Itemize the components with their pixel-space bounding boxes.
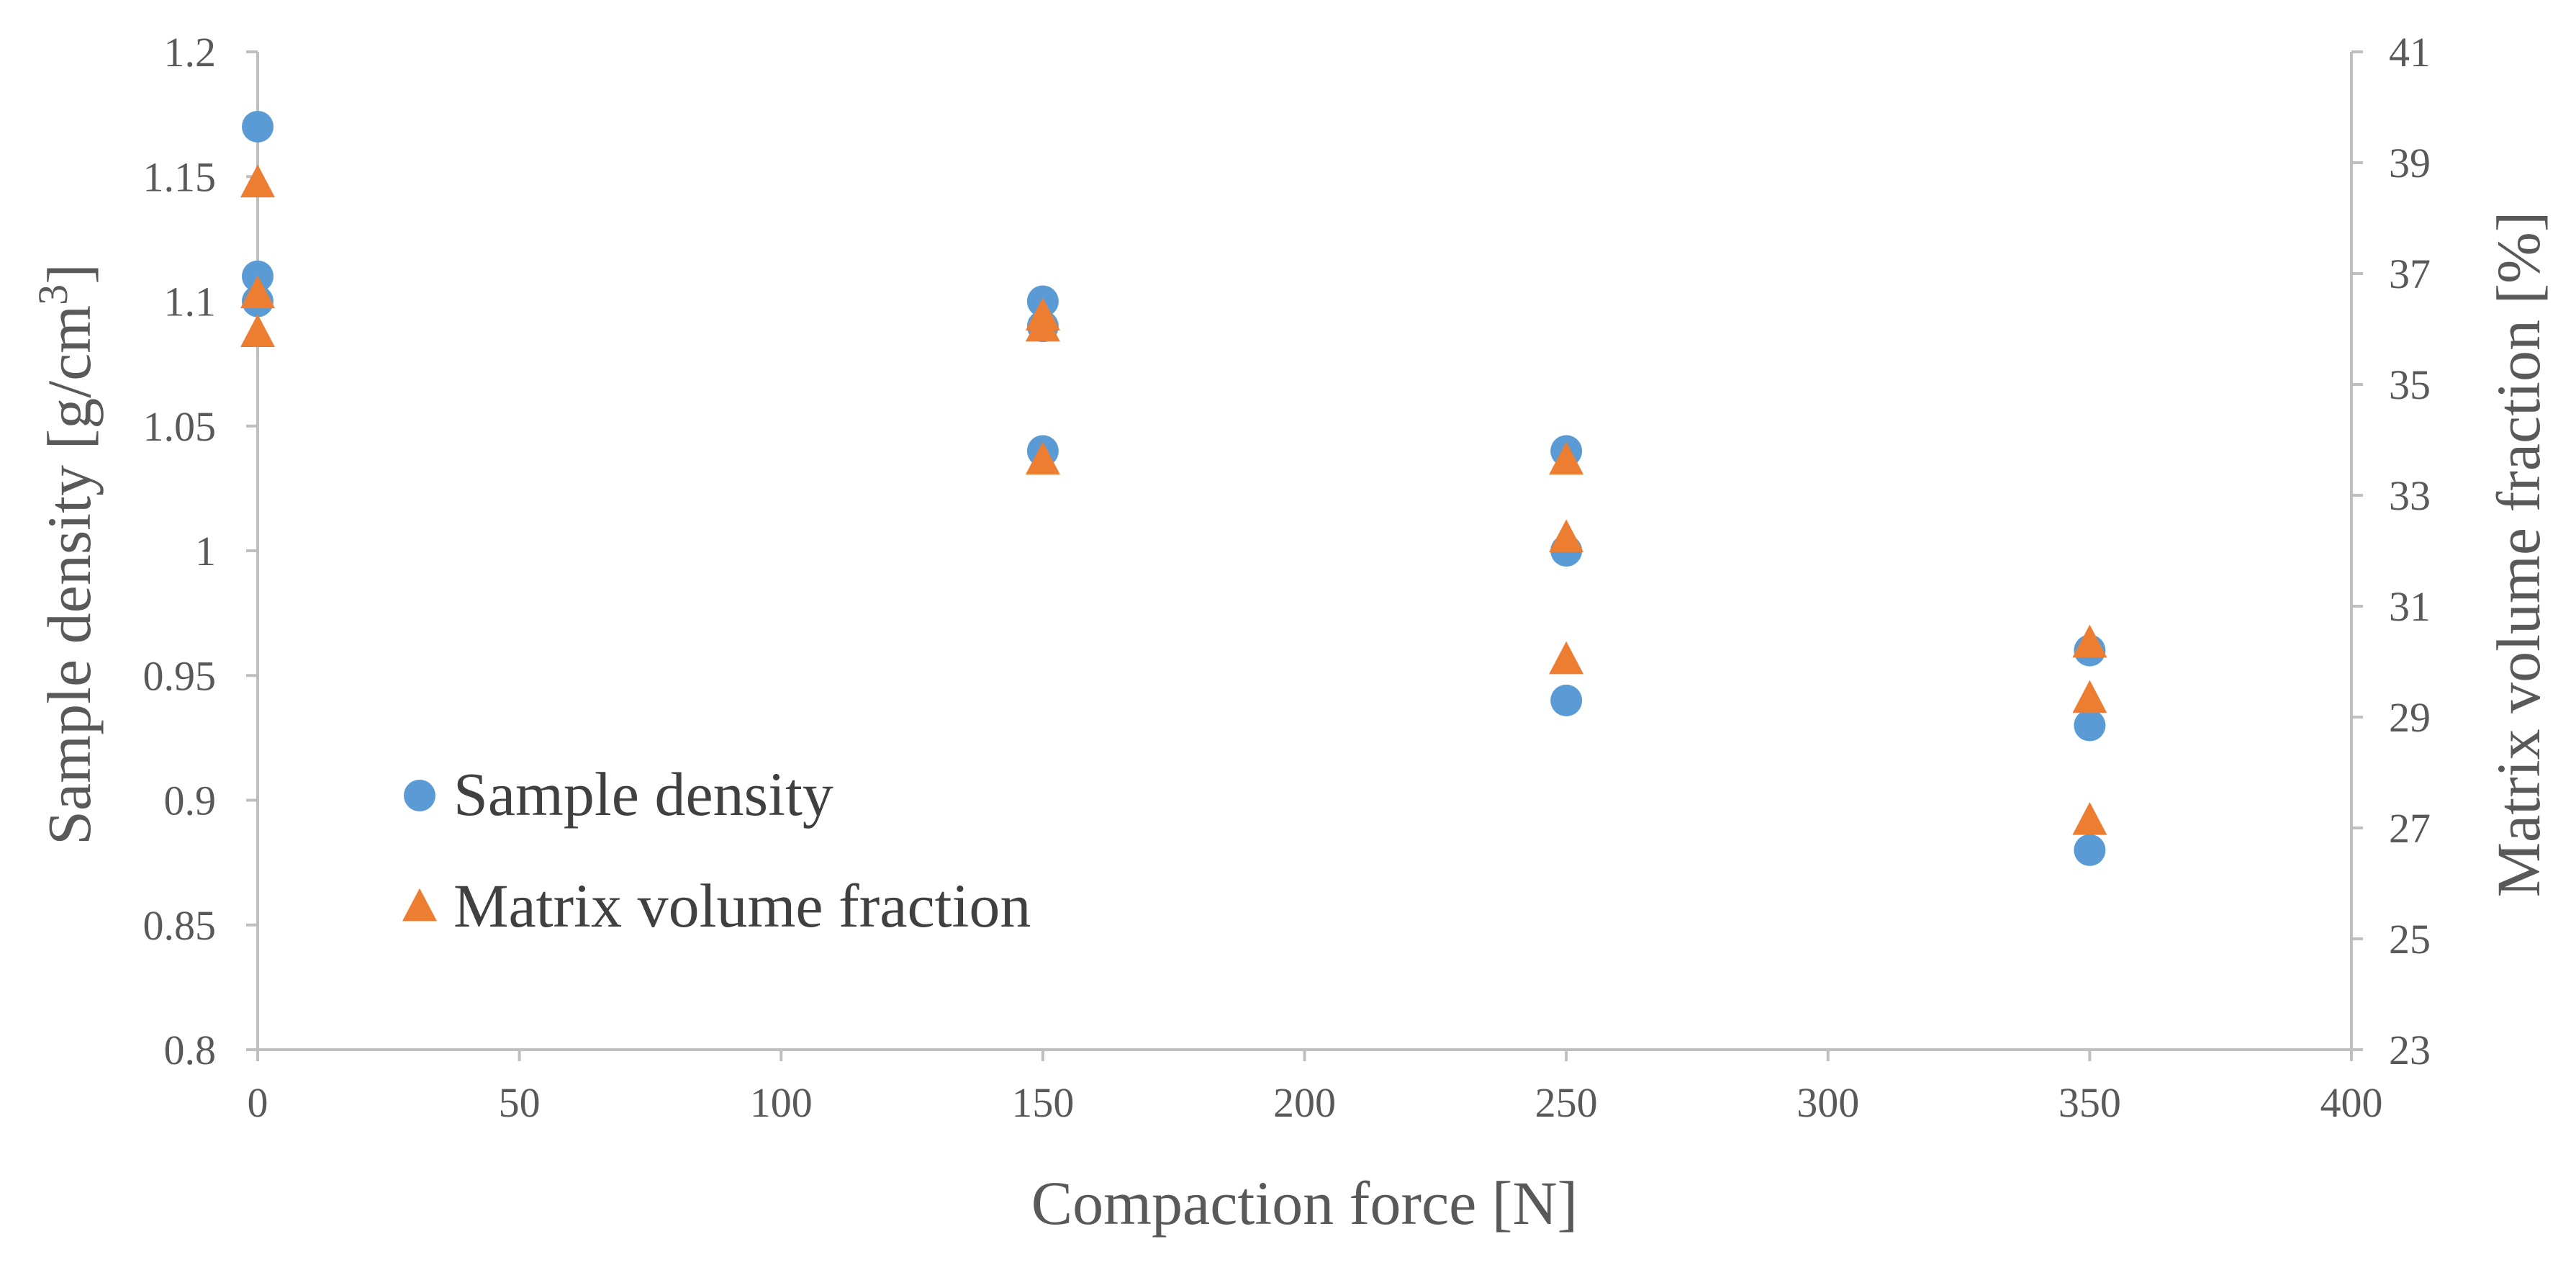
y2-tick-label: 29 — [2389, 694, 2431, 741]
x-tick-label: 250 — [1535, 1079, 1598, 1126]
matrix-volume-fraction-point — [240, 314, 275, 348]
legend-label-matrix-volume-fraction: Matrix volume fraction — [453, 871, 1031, 940]
x-tick-label: 50 — [499, 1079, 541, 1126]
sample-density-point — [242, 110, 274, 143]
matrix-volume-fraction-point — [240, 275, 275, 309]
y-tick-label: 1.15 — [143, 153, 217, 200]
y2-tick-label: 27 — [2389, 805, 2431, 852]
y2-tick-label: 39 — [2389, 140, 2431, 186]
x-ticks: 0 50 100 150 200 250 300 350 400 — [248, 1050, 2383, 1126]
data-markers — [240, 110, 2107, 866]
y-tick-label: 1.1 — [164, 279, 217, 325]
y-tick-label: 0.8 — [164, 1027, 217, 1073]
matrix-volume-fraction-point — [2072, 680, 2107, 713]
x-tick-label: 400 — [2320, 1079, 2383, 1126]
y-tick-label: 0.95 — [143, 652, 217, 699]
matrix-volume-fraction-point — [240, 164, 275, 198]
y-tick-label: 0.85 — [143, 902, 217, 949]
sample-density-point — [2074, 834, 2106, 866]
y2-tick-label: 33 — [2389, 472, 2431, 519]
y-axis-title-end: ] — [35, 264, 104, 284]
y2-tick-label: 37 — [2389, 251, 2431, 297]
sample-density-point — [1550, 684, 1583, 716]
matrix-volume-fraction-point — [2072, 624, 2107, 658]
x-axis-title: Compaction force [N] — [1031, 1168, 1578, 1238]
y2-tick-label: 23 — [2389, 1027, 2431, 1073]
y-tick-label: 0.9 — [164, 778, 217, 824]
y2-ticks: 23 25 27 29 31 33 35 37 39 41 — [2351, 29, 2431, 1073]
x-tick-label: 300 — [1797, 1079, 1859, 1126]
y2-tick-label: 35 — [2389, 361, 2431, 408]
legend-label-sample-density: Sample density — [453, 760, 833, 829]
y-tick-label: 1.2 — [164, 29, 217, 76]
x-tick-label: 350 — [2058, 1079, 2121, 1126]
matrix-volume-fraction-point — [2072, 802, 2107, 835]
matrix-volume-fraction-point — [1025, 441, 1060, 475]
y-axis-title: Sample density [g/cm3] — [30, 264, 104, 845]
matrix-volume-fraction-point — [1025, 308, 1060, 342]
y-tick-label: 1 — [195, 528, 216, 575]
y-axis-title-sup: 3 — [30, 284, 76, 305]
y-axis-title-main: Sample density [g/cm — [35, 305, 104, 845]
x-tick-label: 100 — [750, 1079, 813, 1126]
y2-tick-label: 25 — [2389, 916, 2431, 963]
matrix-volume-fraction-point — [1549, 441, 1584, 475]
legend-marker-matrix-volume-fraction — [402, 888, 437, 922]
y2-axis-title: Matrix volume fraction [%] — [2484, 212, 2553, 898]
sample-density-point — [2074, 709, 2106, 742]
x-tick-label: 0 — [248, 1079, 268, 1126]
matrix-volume-fraction-point — [1549, 641, 1584, 675]
y-tick-label: 1.05 — [143, 403, 217, 450]
legend: Sample density Matrix volume fraction — [402, 760, 1031, 940]
y2-tick-label: 41 — [2389, 29, 2431, 76]
x-tick-label: 200 — [1273, 1079, 1336, 1126]
x-tick-label: 150 — [1011, 1079, 1074, 1126]
legend-marker-sample-density — [404, 780, 435, 811]
y2-tick-label: 31 — [2389, 583, 2431, 630]
y-ticks: 0.8 0.85 0.9 0.95 1 1.05 1.1 1.15 1.2 — [143, 29, 258, 1073]
matrix-volume-fraction-point — [1549, 519, 1584, 552]
